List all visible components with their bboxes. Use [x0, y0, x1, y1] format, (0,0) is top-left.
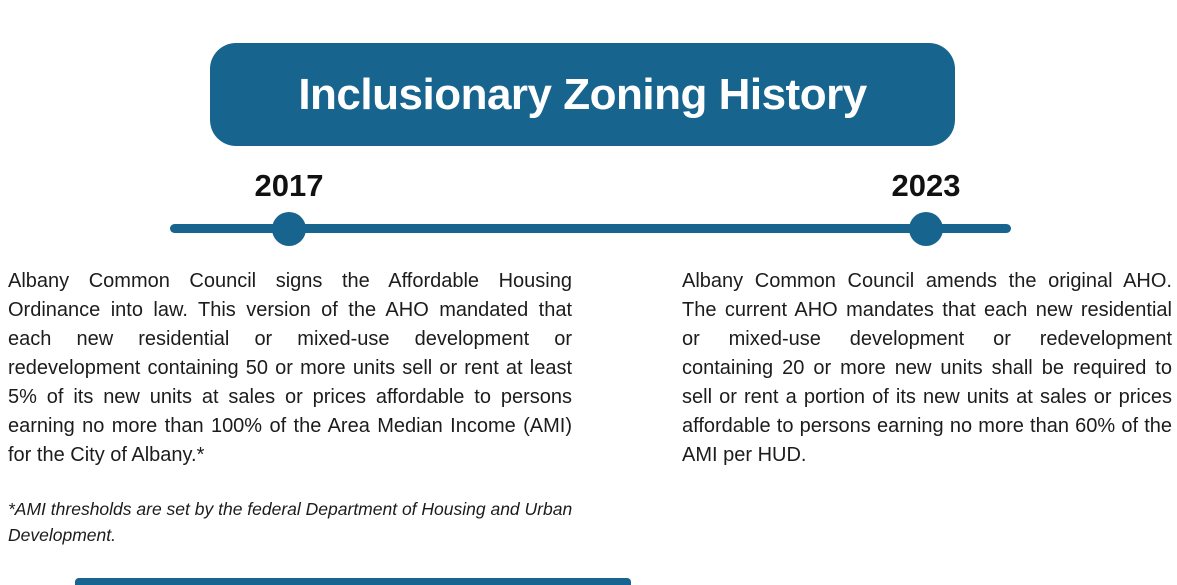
timeline-year-2023: 2023: [891, 168, 961, 203]
timeline-dot-2023: [909, 212, 943, 246]
title-banner: Inclusionary Zoning History: [210, 43, 955, 146]
ami-footnote: *AMI thresholds are set by the federal D…: [8, 499, 573, 545]
timeline-dot-2017: [272, 212, 306, 246]
event-description-2017: Albany Common Council signs the Affordab…: [8, 270, 572, 466]
timeline-line: [170, 224, 1011, 233]
event-description-2023: Albany Common Council amends the origina…: [682, 270, 1172, 466]
timeline-year-2017: 2017: [254, 168, 324, 203]
cropped-bottom-shape: [75, 578, 631, 585]
page-title: Inclusionary Zoning History: [298, 69, 867, 119]
